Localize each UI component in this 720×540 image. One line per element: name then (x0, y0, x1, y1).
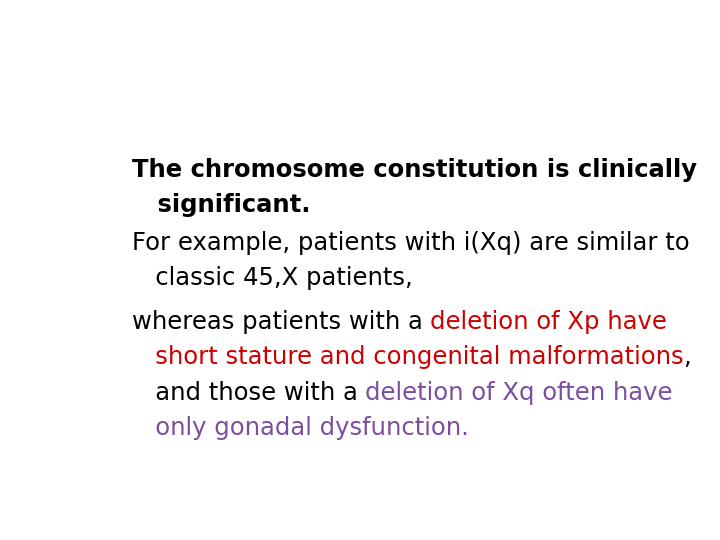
Text: The chromosome constitution is clinically: The chromosome constitution is clinicall… (132, 158, 697, 182)
Text: and those with a: and those with a (132, 381, 366, 404)
Text: classic 45,X patients,: classic 45,X patients, (132, 266, 413, 290)
Text: short stature and congenital malformations: short stature and congenital malformatio… (132, 345, 683, 369)
Text: deletion of Xq often have: deletion of Xq often have (366, 381, 673, 404)
Text: deletion of Xp have: deletion of Xp have (431, 310, 667, 334)
Text: significant.: significant. (132, 193, 310, 218)
Text: whereas patients with a: whereas patients with a (132, 310, 431, 334)
Text: only gonadal dysfunction.: only gonadal dysfunction. (132, 416, 469, 440)
Text: For example, patients with i(Xq) are similar to: For example, patients with i(Xq) are sim… (132, 231, 690, 255)
Text: ,: , (683, 345, 691, 369)
